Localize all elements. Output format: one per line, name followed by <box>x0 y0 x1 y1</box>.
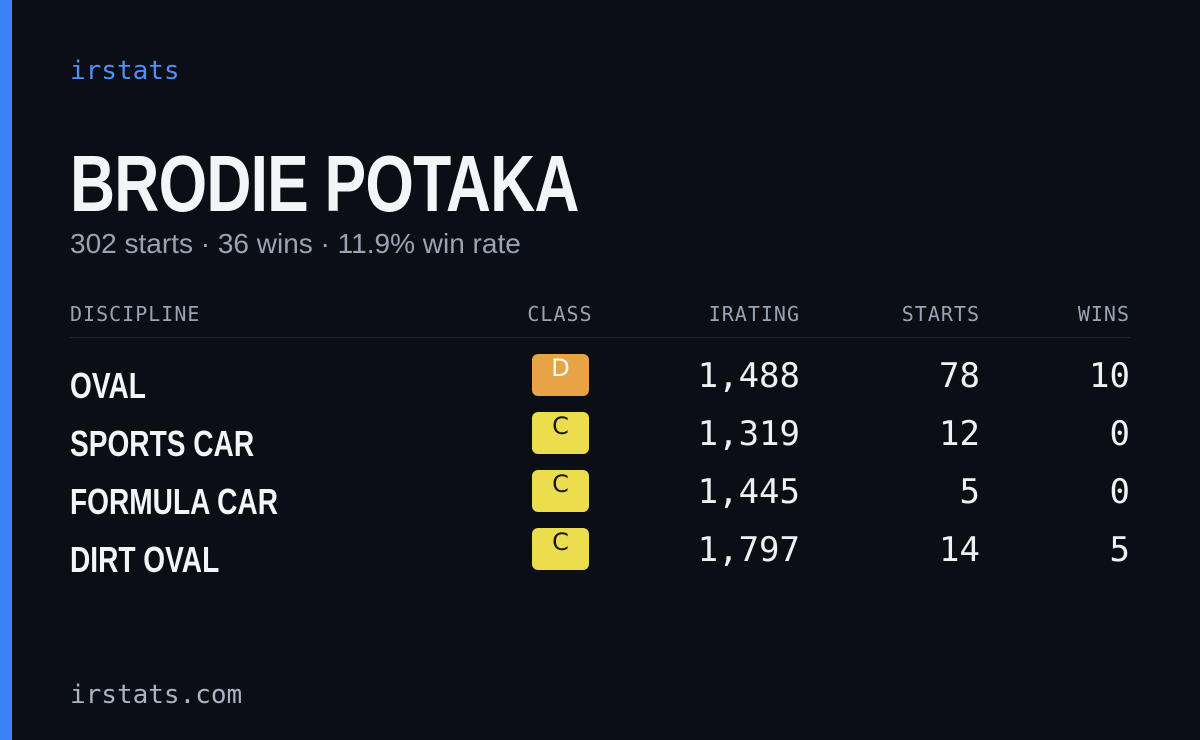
column-header: WINS <box>1077 302 1130 326</box>
discipline: FORMULA CAR <box>70 481 278 522</box>
irating: 1,445 <box>697 472 800 512</box>
accent-stripe <box>0 0 12 740</box>
brand: irstats <box>70 56 180 86</box>
wins: 10 <box>1089 356 1130 396</box>
discipline: OVAL <box>70 365 146 406</box>
header-rule <box>70 337 1130 338</box>
wins: 5 <box>1109 530 1130 570</box>
discipline: DIRT OVAL <box>70 539 220 580</box>
irating: 1,488 <box>697 356 800 396</box>
irating: 1,319 <box>697 414 800 454</box>
starts: 12 <box>939 414 980 454</box>
starts: 5 <box>959 472 980 512</box>
column-header: STARTS <box>901 302 980 326</box>
wins: 0 <box>1109 414 1130 454</box>
column-header: CLASS <box>527 302 593 326</box>
class-badge: C <box>532 412 589 454</box>
starts: 78 <box>939 356 980 396</box>
player-name: BRODIE POTAKA <box>70 139 579 228</box>
class-badge: C <box>532 528 589 570</box>
column-header: DISCIPLINE <box>70 302 201 326</box>
starts: 14 <box>939 530 980 570</box>
class-badge: D <box>532 354 589 396</box>
class-badge: C <box>532 470 589 512</box>
irating: 1,797 <box>697 530 800 570</box>
wins: 0 <box>1109 472 1130 512</box>
player-summary: 302 starts · 36 wins · 11.9% win rate <box>70 228 521 259</box>
discipline: SPORTS CAR <box>70 423 255 464</box>
footer: irstats.com <box>70 680 243 710</box>
column-header: IRATING <box>708 302 800 326</box>
